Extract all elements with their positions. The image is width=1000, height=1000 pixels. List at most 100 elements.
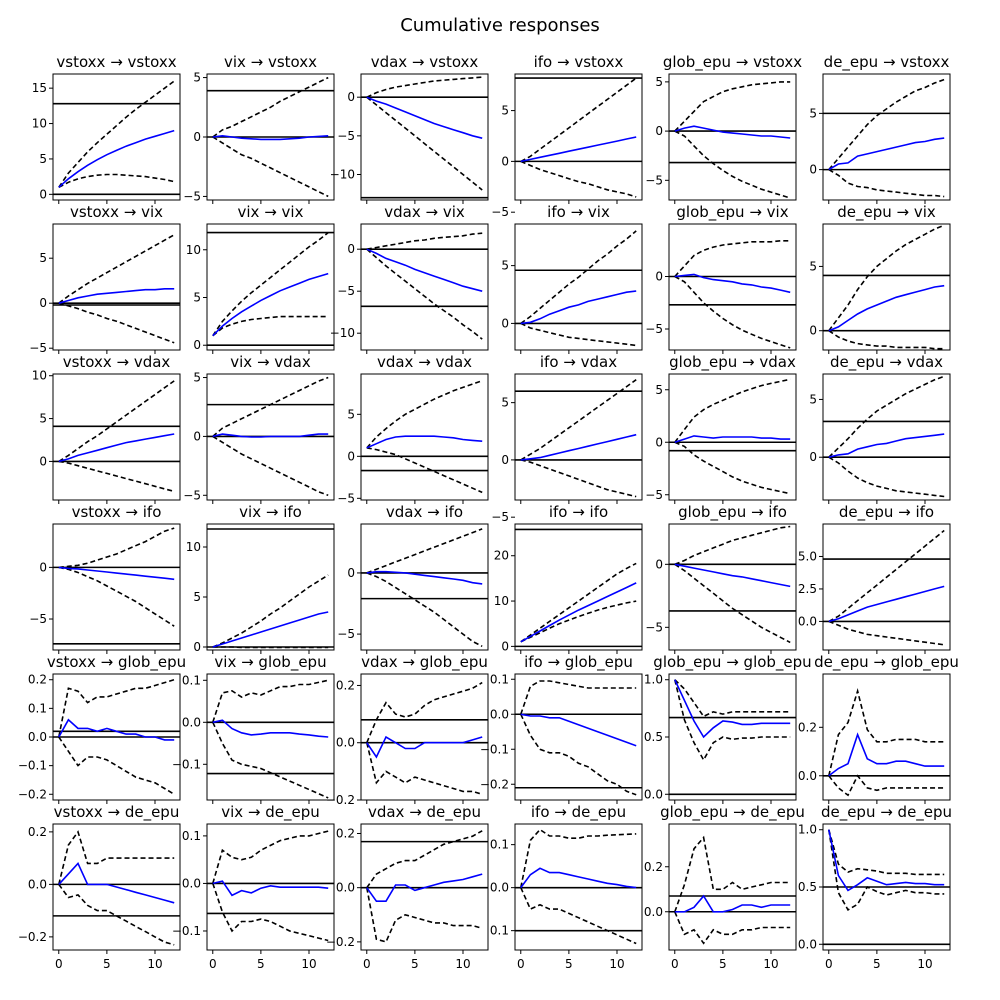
subplot-title: vstoxx → vix bbox=[70, 203, 163, 221]
lower-band-line bbox=[212, 136, 329, 198]
subplot-title: vdax → ifo bbox=[386, 503, 463, 521]
response-line bbox=[674, 679, 791, 739]
subplot: −0.1 0.0 0.1 0 5 10 vix → de_epu bbox=[172, 803, 335, 971]
y-tick-label: 0.0 bbox=[490, 707, 509, 721]
axes-frame bbox=[668, 73, 797, 201]
y-tick-label: 0.2 bbox=[336, 826, 355, 840]
subplot-title: vdax → vstoxx bbox=[371, 53, 479, 71]
upper-band-line bbox=[674, 81, 791, 132]
subplot: 0 5 de_epu → vdax bbox=[809, 353, 951, 504]
axes-frame bbox=[52, 73, 181, 201]
axes-frame bbox=[514, 823, 643, 951]
y-tick-label: 0 bbox=[193, 338, 201, 352]
axes-frame bbox=[206, 373, 335, 501]
plot-area bbox=[207, 76, 334, 198]
y-tick-label: 0 bbox=[501, 316, 509, 330]
x-tick-label: 0 bbox=[671, 957, 679, 971]
x-tick-label: 5 bbox=[873, 957, 881, 971]
y-tick-label: 5 bbox=[655, 383, 663, 397]
lower-band-line bbox=[828, 620, 945, 646]
subplot-title: de_epu → glob_epu bbox=[814, 653, 959, 672]
y-tick-label: −0.2 bbox=[18, 787, 47, 801]
plot-area bbox=[207, 679, 334, 799]
axes-frame bbox=[52, 373, 181, 501]
subplot: −10 −5 0 vdax → vix bbox=[330, 203, 489, 354]
subplot-title: de_epu → vdax bbox=[830, 353, 943, 372]
axes-frame bbox=[206, 523, 335, 651]
upper-band-line bbox=[674, 835, 791, 913]
y-tick-label: −5 bbox=[29, 612, 47, 626]
y-tick-label: 0.0 bbox=[28, 730, 47, 744]
y-tick-label: 0.0 bbox=[798, 937, 817, 951]
upper-band-line bbox=[212, 679, 329, 723]
y-tick-label: 0.0 bbox=[798, 769, 817, 783]
y-tick-label: 0.0 bbox=[336, 881, 355, 895]
y-tick-label: −0.2 bbox=[18, 930, 47, 944]
upper-band-line bbox=[366, 379, 483, 449]
response-line bbox=[674, 273, 791, 294]
y-tick-label: 5 bbox=[809, 259, 817, 273]
y-tick-label: 0.0 bbox=[490, 881, 509, 895]
upper-band-line bbox=[212, 830, 329, 884]
subplot-title: ifo → vix bbox=[547, 203, 610, 221]
y-tick-label: 0.0 bbox=[644, 787, 663, 801]
plot-area bbox=[669, 81, 796, 199]
plot-area bbox=[207, 376, 334, 497]
lower-band-line bbox=[828, 168, 945, 198]
y-tick-label: 5 bbox=[655, 75, 663, 89]
x-tick-label: 5 bbox=[565, 957, 573, 971]
y-tick-label: 0.0 bbox=[798, 614, 817, 628]
response-line bbox=[520, 290, 637, 325]
lower-band-line bbox=[674, 441, 791, 495]
y-tick-label: −5 bbox=[491, 510, 509, 524]
subplot-title: ifo → vstoxx bbox=[534, 53, 624, 71]
x-tick-label: 10 bbox=[609, 957, 624, 971]
axes-frame bbox=[360, 673, 489, 801]
response-line bbox=[212, 433, 329, 438]
y-tick-label: 0 bbox=[347, 90, 355, 104]
y-tick-label: 5 bbox=[193, 590, 201, 604]
y-tick-label: 0 bbox=[347, 242, 355, 256]
response-line bbox=[58, 129, 175, 188]
y-tick-label: −5 bbox=[183, 488, 201, 502]
subplot: −0.2 −0.1 0.0 0.1 ifo → glob_epu bbox=[480, 653, 643, 804]
x-tick-label: 10 bbox=[147, 957, 162, 971]
plot-area bbox=[823, 829, 950, 946]
lower-band-line bbox=[520, 459, 637, 498]
plot-area bbox=[361, 379, 488, 494]
upper-band-line bbox=[58, 830, 175, 885]
y-tick-label: −5 bbox=[645, 322, 663, 336]
upper-band-line bbox=[828, 224, 945, 332]
lower-band-line bbox=[828, 829, 945, 912]
plot-area bbox=[515, 77, 642, 198]
y-tick-label: 0 bbox=[501, 154, 509, 168]
lower-band-line bbox=[674, 563, 791, 644]
y-tick-label: 5 bbox=[347, 407, 355, 421]
y-tick-label: −5 bbox=[337, 129, 355, 143]
subplot-title: de_epu → vix bbox=[837, 203, 936, 222]
subplot: 0 5 de_epu → vstoxx bbox=[809, 53, 951, 204]
upper-band-line bbox=[520, 828, 637, 888]
response-line bbox=[366, 96, 483, 139]
y-tick-label: 5 bbox=[809, 106, 817, 120]
subplot: 0.0 0.2 de_epu → glob_epu bbox=[798, 653, 959, 804]
y-tick-label: 0 bbox=[39, 187, 47, 201]
upper-band-line bbox=[58, 527, 175, 569]
axes-frame bbox=[668, 523, 797, 651]
y-tick-label: 0 bbox=[809, 324, 817, 338]
x-tick-label: 10 bbox=[301, 957, 316, 971]
response-line bbox=[366, 735, 483, 759]
subplot-title: de_epu → ifo bbox=[839, 503, 934, 522]
y-tick-label: 0.1 bbox=[490, 838, 509, 852]
lower-band-line bbox=[520, 887, 637, 945]
subplot-title: glob_epu → de_epu bbox=[660, 803, 805, 822]
y-tick-label: 0 bbox=[809, 163, 817, 177]
subplot: −5 0 5 vstoxx → vix bbox=[29, 203, 181, 355]
lower-band-line bbox=[58, 302, 175, 344]
y-tick-label: −5 bbox=[183, 189, 201, 203]
response-line bbox=[674, 435, 791, 444]
subplot: 0.0 0.5 1.0 0 5 10 de_epu → de_epu bbox=[798, 803, 952, 971]
plot-area bbox=[361, 681, 488, 796]
y-tick-label: 0.0 bbox=[644, 905, 663, 919]
